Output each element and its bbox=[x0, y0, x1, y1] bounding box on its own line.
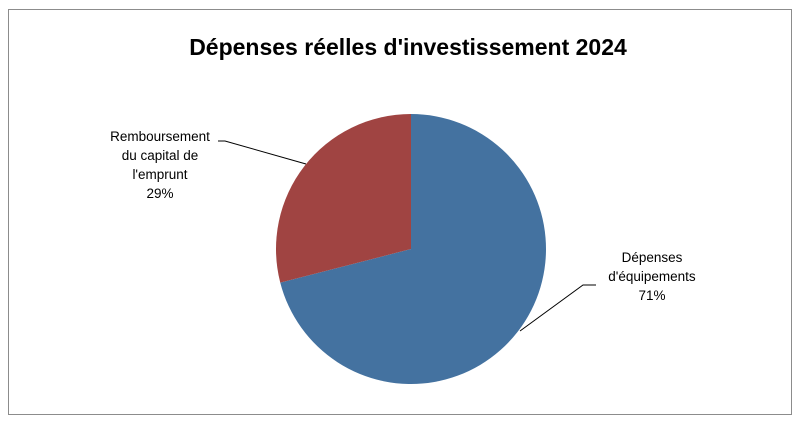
slice-label-2: Remboursement du capital de l'emprunt 29% bbox=[110, 129, 210, 201]
slice-category-label: du capital de bbox=[122, 148, 199, 163]
pie-slice-2 bbox=[276, 114, 411, 283]
slice-category-label: Dépenses bbox=[622, 250, 683, 265]
slice-value-label: 71% bbox=[638, 288, 665, 303]
leader-line-2 bbox=[218, 140, 307, 165]
pie-slice-1 bbox=[280, 114, 546, 384]
slice-category-label: d'équipements bbox=[608, 269, 696, 284]
chart-title: Dépenses réelles d'investissement 2024 bbox=[189, 34, 627, 60]
slice-value-label: 29% bbox=[146, 186, 173, 201]
slice-category-label: l'emprunt bbox=[132, 167, 187, 182]
leader-lines bbox=[218, 140, 596, 332]
slice-labels: Dépenses d'équipements 71% Remboursement du … bbox=[110, 129, 696, 303]
slice-category-label: Remboursement bbox=[110, 129, 210, 144]
slice-label-1: Dépenses d'équipements 71% bbox=[608, 250, 696, 303]
leader-line-1 bbox=[519, 284, 596, 332]
pie-slices bbox=[276, 114, 546, 384]
